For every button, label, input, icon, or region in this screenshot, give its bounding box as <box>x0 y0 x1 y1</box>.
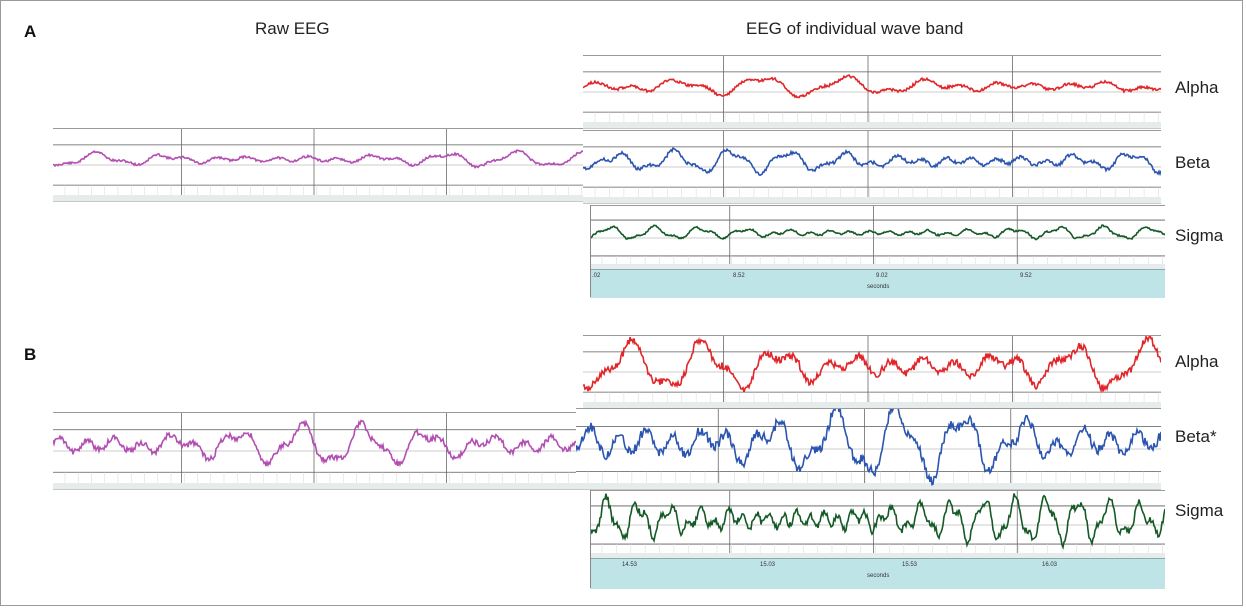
trace-svg <box>583 56 1161 128</box>
tick-b-3: 16.03 <box>1042 562 1058 568</box>
tick-b-1: 15.03 <box>760 562 776 568</box>
tick-b-2: 15.53 <box>902 562 918 568</box>
tick-a-1: 8.52 <box>733 273 745 279</box>
band-label-b-sigma: Sigma <box>1175 501 1224 520</box>
trace-footer-strip <box>583 122 1161 128</box>
trace-b-alpha <box>583 335 1161 409</box>
trace-a-sigma <box>590 205 1165 271</box>
tick-a-2: 9.02 <box>876 273 888 279</box>
panel-label-a: A <box>24 22 37 41</box>
eeg-waveform <box>590 493 1165 550</box>
eeg-waveform <box>583 336 1161 394</box>
axis-border-a <box>590 205 591 297</box>
trace-svg <box>53 129 583 201</box>
axis-title-a: seconds <box>867 284 890 290</box>
time-axis-a: .02 8.52 9.02 9.52 seconds <box>590 269 1165 298</box>
axis-title-b: seconds <box>867 573 890 579</box>
eeg-waveform <box>590 224 1165 241</box>
trace-b-beta <box>576 408 1161 490</box>
trace-b-sigma <box>590 490 1165 560</box>
trace-svg <box>53 413 583 489</box>
trace-footer-strip <box>583 197 1161 203</box>
trace-b-raw <box>53 412 583 490</box>
trace-footer-strip <box>576 483 1161 489</box>
trace-footer-strip <box>53 195 583 201</box>
trace-svg <box>590 491 1165 559</box>
eeg-waveform <box>583 74 1161 99</box>
panel-label-b: B <box>24 345 37 364</box>
band-label-a-sigma: Sigma <box>1175 226 1224 245</box>
band-label-a-beta: Beta <box>1175 153 1210 172</box>
trace-footer-strip <box>590 553 1165 559</box>
band-label-b-beta: Beta* <box>1175 427 1217 446</box>
trace-footer-strip <box>583 402 1161 408</box>
trace-svg <box>583 131 1161 203</box>
tick-a-3: 9.52 <box>1020 273 1032 279</box>
trace-svg <box>576 409 1161 489</box>
band-heading: EEG of individual wave band <box>746 19 964 38</box>
eeg-waveform <box>576 409 1161 486</box>
band-label-b-alpha: Alpha <box>1175 352 1219 371</box>
eeg-waveform <box>583 146 1161 177</box>
band-label-a-alpha: Alpha <box>1175 78 1219 97</box>
trace-a-alpha <box>583 55 1161 129</box>
eeg-waveform <box>53 149 583 169</box>
tick-b-0: 14.53 <box>622 562 638 568</box>
trace-footer-strip <box>53 483 583 489</box>
eeg-waveform <box>53 419 583 468</box>
raw-eeg-heading: Raw EEG <box>255 19 330 38</box>
tick-a-0: .02 <box>592 273 601 279</box>
trace-a-raw <box>53 128 583 202</box>
trace-svg <box>590 206 1165 270</box>
trace-a-beta <box>583 130 1161 204</box>
axis-border-b <box>590 490 591 588</box>
trace-footer-strip <box>590 264 1165 270</box>
trace-svg <box>583 336 1161 408</box>
time-axis-b: 14.53 15.03 15.53 16.03 seconds <box>590 558 1165 589</box>
